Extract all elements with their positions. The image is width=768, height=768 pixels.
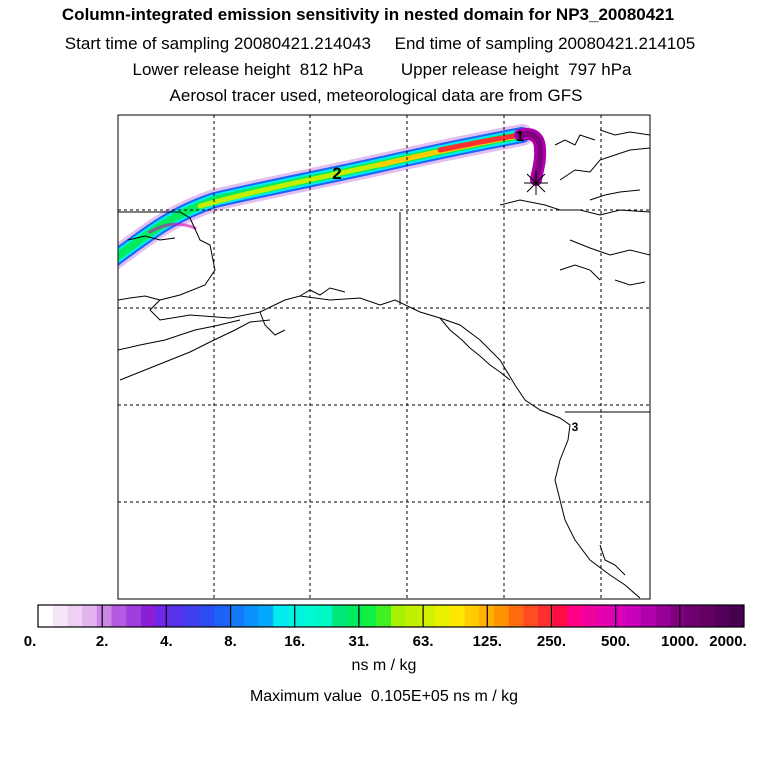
time-marker-3: 3 [572,420,579,434]
colorbar-cell [361,605,377,627]
colorbar-tick-label: 2. [95,633,109,650]
colorbar-cell [552,605,568,627]
time-marker-2: 2 [332,164,341,183]
colorbar-cell [626,605,642,627]
maximum-value-label: Maximum value 0.105E+05 ns m / kg [249,688,519,705]
colorbar-cell [493,605,510,627]
colorbar-cell [243,605,260,627]
colorbar-cell [199,605,215,627]
colorbar-cell [582,605,598,627]
colorbar-cell [52,605,68,627]
colorbar-cell [435,605,451,627]
colorbar-cell [596,605,613,627]
units-label: ns m / kg [351,657,417,674]
colorbar-cell [258,605,274,627]
colorbar-cell [82,605,98,627]
colorbar-cell [332,605,348,627]
colorbar-cell [229,605,245,627]
colorbar-cell [538,605,554,627]
map-frame [117,114,651,600]
colorbar-tick-label: 125. [472,633,502,650]
chart-title: Column-integrated emission sensitivity i… [61,5,675,24]
colorbar-cell [508,605,524,627]
colorbar-cell [38,605,54,627]
colorbar-cell [449,605,465,627]
colorbar-tick-label: 8. [224,633,237,650]
colorbar-cell [405,605,421,627]
colorbar-cell [126,605,142,627]
colorbar-cell [111,605,127,627]
colorbar-cell [346,605,362,627]
colorbar-cell [523,605,539,627]
colorbar-tick-label: 2000. [709,633,747,650]
colorbar-cell [96,605,112,627]
time-marker-1: 1 [516,128,524,145]
colorbar-cell [567,605,583,627]
colorbar-cell [641,605,657,627]
colorbar-tick-label: 250. [536,633,567,650]
colorbar-cell [391,605,407,627]
colorbar-cell [670,605,686,627]
colorbar-tick-label: 4. [160,633,173,650]
colorbar-cell [140,605,157,627]
colorbar-cell [317,605,333,627]
release-height-line: Lower release height 812 hPa Upper relea… [132,60,632,79]
colorbar-cell [464,605,480,627]
colorbar-cell [655,605,671,627]
colorbar-cell [67,605,83,627]
colorbar-cell [214,605,230,627]
colorbar-cell [685,605,701,627]
asterisk-cross-icon [524,171,548,195]
lat-lon-grid [118,115,650,599]
colorbar-tick-label: 16. [284,633,306,650]
emission-sensitivity-plume [118,124,547,270]
colorbar-tick-label: 0. [23,633,37,650]
colorbar-cell [155,605,171,627]
colorbar-cell [699,605,715,627]
colorbar-cell [185,605,201,627]
tracer-info-line: Aerosol tracer used, meteorological data… [169,86,583,105]
colorbar-cell [420,605,436,627]
colorbar-frame [37,604,745,628]
colorbar-cell [729,605,745,627]
colorbar-cell [376,605,392,627]
colorbar-tick-label: 1000. [661,633,699,650]
colorbar-tick-label: 31. [348,633,370,650]
colorbar-cell [273,605,289,627]
sampling-time-line: Start time of sampling 20080421.214043 E… [64,34,696,53]
colorbar-tick-label: 63. [412,633,434,650]
coastlines [118,129,650,599]
colorbar-cell [611,605,627,627]
colorbar-cell [714,605,730,627]
colorbar-cell [170,605,186,627]
colorbar-cell [302,605,318,627]
colorbar-cell [288,605,304,627]
colorbar-tick-label: 500. [601,633,631,650]
